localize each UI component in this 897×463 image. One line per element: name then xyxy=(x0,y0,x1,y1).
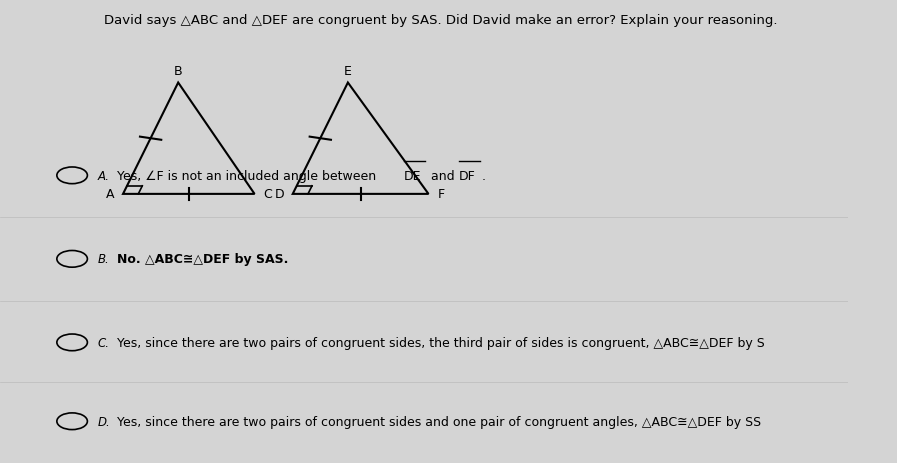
Text: D.: D. xyxy=(98,415,110,428)
Text: and: and xyxy=(427,169,458,182)
Text: .: . xyxy=(482,169,486,182)
Text: D: D xyxy=(275,188,285,201)
Text: A: A xyxy=(106,188,115,201)
Text: C.: C. xyxy=(98,336,109,349)
Text: B: B xyxy=(174,65,182,78)
Text: A.: A. xyxy=(98,169,109,182)
Text: No. △ABC≅△DEF by SAS.: No. △ABC≅△DEF by SAS. xyxy=(118,253,289,266)
Text: DF: DF xyxy=(459,169,475,182)
Text: Yes, since there are two pairs of congruent sides and one pair of congruent angl: Yes, since there are two pairs of congru… xyxy=(118,415,762,428)
Text: C: C xyxy=(263,188,272,201)
Text: F: F xyxy=(438,188,445,201)
Text: Yes, since there are two pairs of congruent sides, the third pair of sides is co: Yes, since there are two pairs of congru… xyxy=(118,336,765,349)
Text: B.: B. xyxy=(98,253,109,266)
Text: DE: DE xyxy=(404,169,422,182)
Text: Yes, ∠F is not an included angle between: Yes, ∠F is not an included angle between xyxy=(118,169,380,182)
Text: E: E xyxy=(344,65,352,78)
Text: David says △ABC and △DEF are congruent by SAS. Did David make an error? Explain : David says △ABC and △DEF are congruent b… xyxy=(104,14,778,27)
